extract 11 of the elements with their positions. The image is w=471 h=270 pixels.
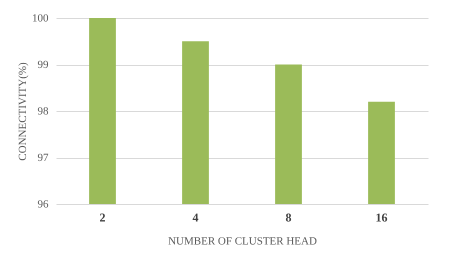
y-tick-label: 98	[38, 106, 49, 118]
x-tick-label: 2	[100, 210, 106, 224]
y-axis-title: CONNECTIVITY(%)	[17, 62, 29, 161]
y-tick-label: 97	[38, 152, 49, 164]
y-tick-label: 99	[38, 59, 49, 71]
x-tick-label: 4	[192, 210, 198, 224]
y-tick-label: 96	[38, 198, 49, 210]
x-axis-title: NUMBER OF CLUSTER HEAD	[168, 236, 317, 248]
y-tick-label: 100	[32, 12, 49, 24]
x-tick-label: 8	[286, 210, 292, 224]
x-tick-label: 16	[376, 210, 388, 224]
